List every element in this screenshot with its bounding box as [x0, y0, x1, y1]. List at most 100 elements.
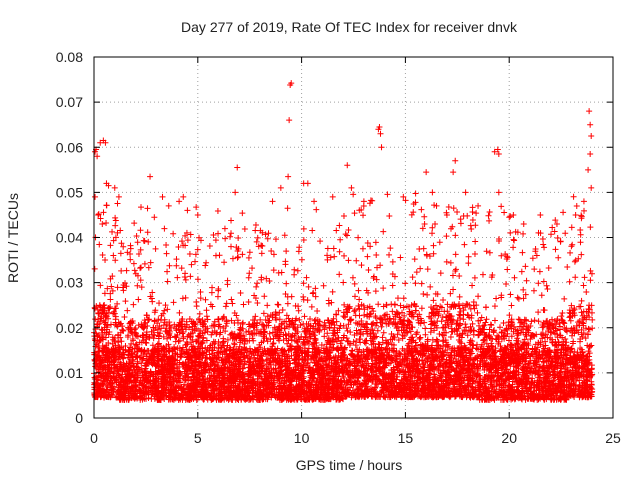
data-point [192, 258, 199, 265]
data-point [130, 301, 137, 308]
data-point [123, 283, 130, 290]
data-point [471, 250, 478, 257]
data-point [519, 249, 526, 256]
data-point [309, 227, 316, 234]
data-point [314, 308, 321, 315]
data-point [134, 239, 141, 246]
data-point [209, 284, 216, 291]
data-point [174, 274, 181, 281]
data-point [544, 285, 551, 292]
data-point [473, 302, 480, 309]
data-point [394, 331, 401, 338]
data-point [215, 230, 222, 237]
data-point [329, 288, 336, 295]
data-point [112, 217, 119, 224]
data-point [252, 227, 259, 234]
data-point [266, 330, 273, 337]
data-point [548, 231, 555, 238]
data-point [283, 312, 290, 319]
data-point [145, 317, 152, 324]
data-point [587, 224, 594, 231]
data-point [539, 236, 546, 243]
data-point [370, 308, 377, 315]
data-point [118, 240, 125, 247]
data-point [493, 295, 500, 302]
data-point [300, 293, 307, 300]
data-point [137, 265, 144, 272]
data-point [260, 310, 267, 317]
data-point [540, 278, 547, 285]
data-point [479, 271, 486, 278]
data-point [395, 336, 402, 343]
data-point [300, 280, 307, 287]
data-point [266, 278, 273, 285]
data-point [421, 220, 428, 227]
data-point [543, 282, 550, 289]
data-point [341, 301, 348, 308]
data-point [437, 270, 444, 277]
data-point [112, 214, 119, 221]
data-point [365, 266, 372, 273]
data-point [161, 225, 168, 232]
data-point [498, 329, 505, 336]
data-point [258, 250, 265, 257]
data-point [440, 342, 447, 349]
data-point [523, 277, 530, 284]
data-point [510, 236, 517, 243]
chart-title: Day 277 of 2019, Rate Of TEC Index for r… [181, 19, 518, 35]
data-point [192, 251, 199, 258]
data-point [478, 314, 485, 321]
data-points [91, 80, 596, 403]
data-point [504, 266, 511, 273]
data-point [206, 242, 213, 249]
data-point [336, 222, 343, 229]
data-point [505, 337, 512, 344]
data-point [508, 333, 515, 340]
data-point [327, 254, 334, 261]
data-point [364, 253, 371, 260]
data-point [450, 286, 457, 293]
data-point [487, 321, 494, 328]
data-point [340, 212, 347, 219]
data-point [370, 273, 377, 280]
data-point [483, 316, 490, 323]
data-point [472, 238, 479, 245]
data-point [237, 289, 244, 296]
data-point [580, 282, 587, 289]
data-point [235, 234, 242, 241]
data-point [496, 324, 503, 331]
data-point [135, 250, 142, 257]
data-point [510, 244, 517, 251]
data-point [420, 291, 427, 298]
data-point [224, 336, 231, 343]
data-point [241, 226, 248, 233]
data-point [127, 256, 134, 263]
data-point [387, 245, 394, 252]
data-point [246, 249, 253, 256]
data-point [320, 282, 327, 289]
data-point [227, 233, 234, 240]
data-point [145, 264, 152, 271]
data-point [529, 255, 536, 262]
data-point [296, 316, 303, 323]
data-point [336, 248, 343, 255]
data-point [549, 224, 556, 231]
data-point [109, 340, 116, 347]
data-point [109, 228, 116, 235]
data-point [360, 212, 367, 219]
data-point [536, 268, 543, 275]
data-point [318, 341, 325, 348]
data-point [355, 303, 362, 310]
data-point [430, 250, 437, 257]
data-point [511, 237, 518, 244]
data-point [345, 226, 352, 233]
data-point [538, 292, 545, 299]
data-point [559, 310, 566, 317]
data-point [197, 237, 204, 244]
data-point [108, 283, 115, 290]
data-point [557, 238, 564, 245]
data-point [412, 190, 419, 197]
data-point [443, 258, 450, 265]
data-point [194, 246, 201, 253]
